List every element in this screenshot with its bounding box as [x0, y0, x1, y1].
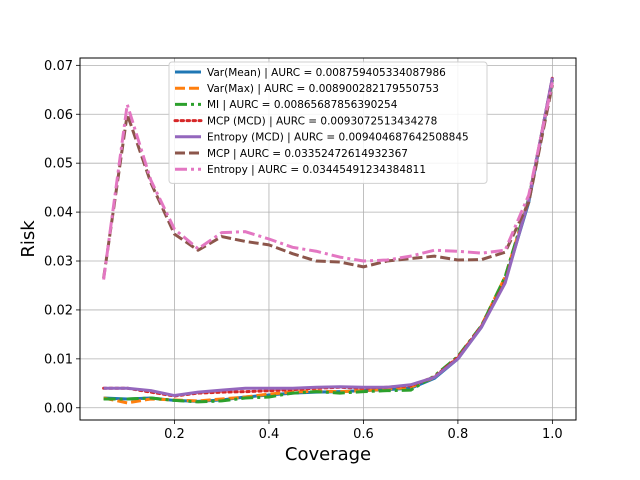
legend-label-7: Entropy | AURC = 0.03445491234384811: [207, 164, 426, 176]
series-line-7: [102, 82, 554, 280]
y-tick-label: 0.04: [44, 206, 73, 221]
x-tick-label: 0.6: [353, 427, 374, 442]
legend-label-1: Var(Mean) | AURC = 0.008759405334087986: [207, 67, 446, 79]
y-tick-label: 0.00: [44, 401, 73, 416]
legend-label-3: MI | AURC = 0.00865687856390254: [207, 99, 398, 111]
y-axis-label: Risk: [18, 220, 39, 258]
series-line-5: [103, 77, 554, 398]
series-line-6: [102, 84, 554, 279]
legend-label-5: Entropy (MCD) | AURC = 0.009404687642508…: [207, 132, 469, 144]
y-tick-label: 0.07: [44, 59, 73, 74]
x-tick-label: 0.4: [259, 427, 280, 442]
y-tick-label: 0.06: [44, 108, 73, 123]
legend-box: [168, 61, 488, 184]
legend-label-4: MCP (MCD) | AURC = 0.0093072513434278: [207, 115, 437, 127]
y-tick-label: 0.03: [44, 255, 73, 270]
plot-area-frame: [79, 57, 577, 421]
x-axis-label: Coverage: [285, 444, 371, 465]
x-tick-label: 1.0: [542, 427, 563, 442]
axis-ticks: 0.2 0.4 0.6 0.8 1.0 0.00 0.01 0.02 0.03 0.04 0.05 0…: [44, 59, 563, 442]
y-tick-label: 0.01: [44, 352, 73, 367]
y-tick-label: 0.05: [44, 157, 73, 172]
series-lines: [102, 76, 554, 405]
legend: Var(Mean) | AURC = 0.008759405334087986 V…: [168, 61, 488, 184]
legend-label-6: MCP | AURC = 0.03352472614932367: [207, 148, 408, 160]
x-tick-label: 0.2: [164, 427, 185, 442]
legend-label-2: Var(Max) | AURC = 0.008900282179550753: [207, 83, 439, 95]
y-tick-label: 0.02: [44, 303, 73, 318]
x-tick-label: 0.8: [448, 427, 469, 442]
